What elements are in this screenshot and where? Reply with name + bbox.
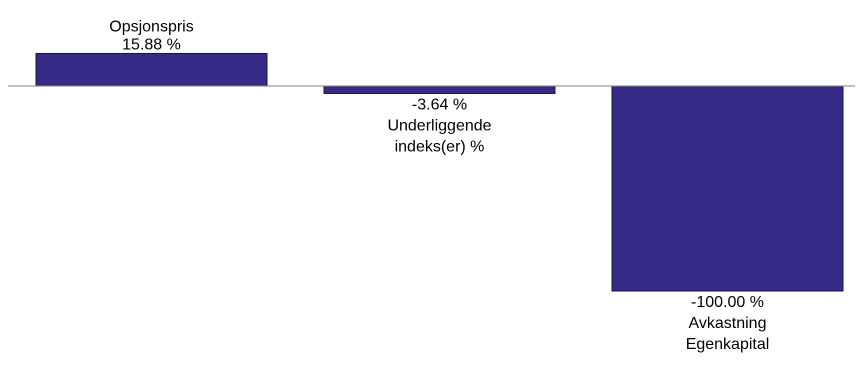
category-label-3: Egenkapital: [686, 336, 770, 353]
category-label-3: Avkastning: [689, 315, 767, 332]
category-label-2: indeks(er) %: [395, 138, 485, 155]
value-label-3: -100.00 %: [691, 294, 764, 311]
category-label-1: Opsjonspris: [109, 18, 193, 35]
category-label-2: Underliggende: [387, 117, 491, 134]
value-label-1: 15.88 %: [122, 36, 181, 53]
value-label-2: -3.64 %: [412, 96, 467, 113]
bars-group: [35, 52, 844, 292]
bar-2: [323, 85, 556, 94]
bar-1: [35, 52, 268, 87]
bar-3: [611, 85, 844, 292]
